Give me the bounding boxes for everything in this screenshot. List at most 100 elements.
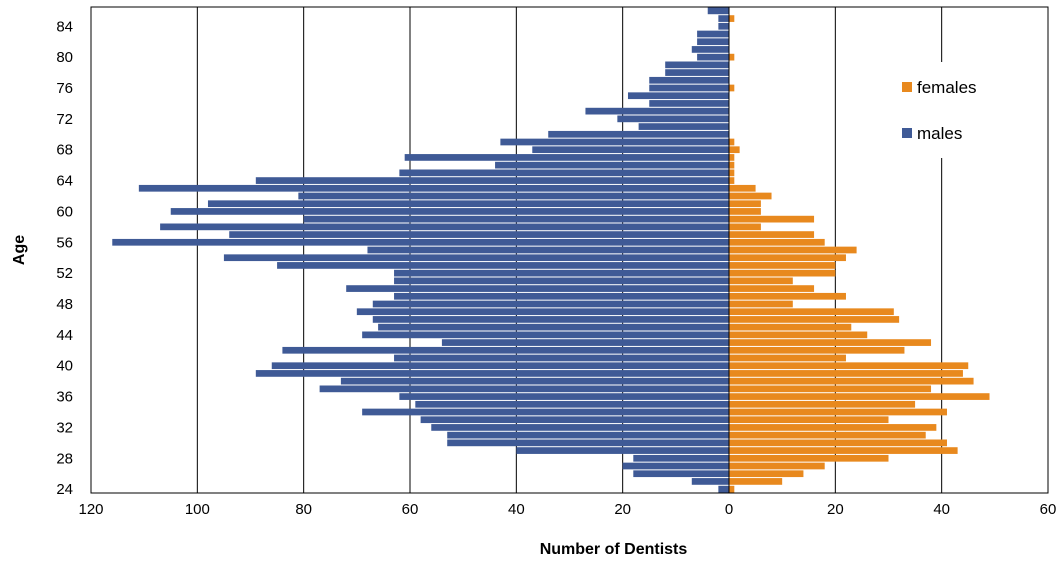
female-bar-age-31 bbox=[729, 431, 926, 439]
female-bar-age-63 bbox=[729, 184, 756, 192]
male-bar-age-42 bbox=[282, 346, 729, 354]
male-bar-age-56 bbox=[112, 238, 730, 246]
female-bar-age-33 bbox=[729, 416, 889, 424]
male-bar-age-24 bbox=[718, 485, 729, 493]
female-bar-age-68 bbox=[729, 146, 740, 154]
male-bar-age-71 bbox=[638, 123, 729, 130]
male-bar-age-80 bbox=[697, 53, 729, 61]
x-tick-label: 20 bbox=[614, 501, 631, 518]
male-bar-age-39 bbox=[255, 370, 730, 377]
female-bar-age-41 bbox=[729, 354, 846, 362]
females-bars bbox=[728, 7, 990, 493]
male-bar-age-63 bbox=[138, 184, 730, 192]
male-bar-age-77 bbox=[649, 76, 729, 84]
female-bar-age-85 bbox=[729, 15, 735, 22]
male-bar-age-60 bbox=[170, 208, 729, 215]
male-bar-age-82 bbox=[697, 38, 729, 46]
female-bar-age-25 bbox=[729, 478, 783, 485]
male-bar-age-83 bbox=[697, 30, 729, 38]
male-bar-age-26 bbox=[633, 470, 729, 478]
x-tick-label: 40 bbox=[933, 501, 950, 518]
legend-swatch-males bbox=[902, 128, 912, 138]
x-tick-label: 20 bbox=[827, 501, 844, 518]
female-bar-age-24 bbox=[729, 485, 735, 493]
male-bar-age-86 bbox=[707, 7, 729, 15]
male-bar-age-37 bbox=[319, 385, 729, 393]
male-bar-age-52 bbox=[394, 269, 729, 277]
y-tick-label: 68 bbox=[56, 142, 73, 159]
female-bar-age-66 bbox=[729, 161, 735, 169]
male-bar-age-47 bbox=[356, 308, 729, 316]
y-tick-label: 60 bbox=[56, 203, 73, 220]
female-bar-age-49 bbox=[729, 292, 846, 300]
female-bar-age-58 bbox=[729, 223, 761, 231]
legend: females males bbox=[873, 62, 1015, 158]
female-bar-age-34 bbox=[729, 408, 947, 416]
y-tick-label: 80 bbox=[56, 49, 73, 66]
male-bar-age-65 bbox=[399, 169, 729, 177]
plot-border bbox=[90, 6, 1049, 494]
female-bar-age-36 bbox=[729, 393, 990, 400]
male-bar-age-72 bbox=[617, 115, 729, 123]
x-tick-label: 60 bbox=[1040, 501, 1057, 518]
female-bar-age-69 bbox=[729, 138, 735, 146]
male-bar-age-53 bbox=[277, 262, 729, 269]
male-bar-age-45 bbox=[378, 323, 729, 331]
female-bar-age-67 bbox=[729, 154, 735, 161]
male-bar-age-30 bbox=[447, 439, 729, 447]
male-bar-age-74 bbox=[649, 100, 729, 107]
female-bar-age-55 bbox=[729, 246, 857, 254]
legend-label-females: females bbox=[917, 78, 977, 97]
female-bar-age-52 bbox=[729, 269, 836, 277]
male-bar-age-81 bbox=[691, 46, 729, 53]
female-bar-age-45 bbox=[729, 323, 852, 331]
male-bar-age-48 bbox=[372, 300, 729, 308]
female-bar-age-26 bbox=[729, 470, 804, 478]
y-axis-title: Age bbox=[11, 235, 28, 265]
female-bar-age-80 bbox=[729, 53, 735, 61]
male-bar-age-64 bbox=[255, 177, 730, 184]
female-bar-age-64 bbox=[729, 177, 735, 184]
male-bar-age-78 bbox=[665, 69, 729, 76]
male-bar-age-28 bbox=[633, 454, 729, 462]
female-bar-age-54 bbox=[729, 254, 846, 262]
female-bar-age-57 bbox=[729, 231, 815, 238]
legend-box bbox=[873, 62, 1015, 158]
male-bar-age-31 bbox=[447, 431, 729, 439]
male-bar-age-44 bbox=[362, 331, 729, 339]
y-tick-label: 28 bbox=[56, 450, 73, 467]
legend-swatch-females bbox=[902, 82, 912, 92]
male-bar-age-58 bbox=[160, 223, 729, 231]
female-bar-age-38 bbox=[729, 377, 974, 385]
y-tick-label: 24 bbox=[56, 481, 73, 498]
male-bar-age-33 bbox=[420, 416, 729, 424]
y-tick-label: 32 bbox=[56, 419, 73, 436]
male-bar-age-85 bbox=[718, 15, 729, 22]
x-tick-label: 100 bbox=[185, 501, 210, 518]
male-bar-age-67 bbox=[404, 154, 729, 161]
male-bar-age-84 bbox=[718, 22, 729, 30]
y-tick-label: 76 bbox=[56, 80, 73, 97]
male-bar-age-66 bbox=[495, 161, 729, 169]
male-bar-age-46 bbox=[372, 316, 729, 323]
female-bar-age-61 bbox=[729, 200, 761, 208]
male-bar-age-43 bbox=[441, 339, 729, 346]
female-bar-age-65 bbox=[729, 169, 735, 177]
y-tick-label: 36 bbox=[56, 389, 73, 406]
male-bar-age-79 bbox=[665, 61, 729, 69]
male-bar-age-40 bbox=[271, 362, 729, 370]
y-axis-tick-labels: 24 28 32 36 40 44 48 52 56 60 64 68 72 76 80 84 bbox=[56, 18, 73, 498]
female-bar-age-30 bbox=[729, 439, 947, 447]
y-tick-label: 44 bbox=[56, 327, 73, 344]
female-bar-age-62 bbox=[729, 192, 772, 200]
female-bar-age-28 bbox=[729, 454, 889, 462]
legend-label-males: males bbox=[917, 124, 962, 143]
x-tick-label: 0 bbox=[725, 501, 733, 518]
y-tick-label: 64 bbox=[56, 173, 73, 190]
male-bar-age-38 bbox=[340, 377, 729, 385]
female-bar-age-48 bbox=[729, 300, 793, 308]
y-tick-label: 48 bbox=[56, 296, 73, 313]
male-bar-age-27 bbox=[622, 462, 729, 470]
x-tick-label: 60 bbox=[402, 501, 419, 518]
